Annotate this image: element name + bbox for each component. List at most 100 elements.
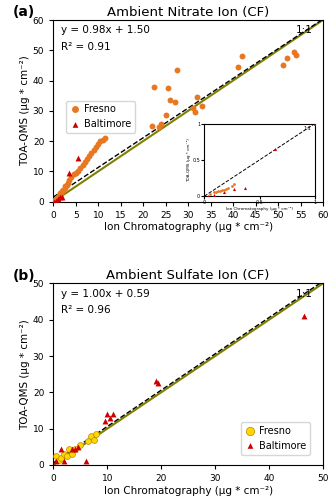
Text: (a): (a) bbox=[13, 6, 35, 20]
Point bbox=[53, 195, 59, 203]
Point bbox=[78, 441, 83, 449]
Point bbox=[98, 137, 103, 145]
Point bbox=[102, 134, 108, 142]
Text: y = 0.98x + 1.50: y = 0.98x + 1.50 bbox=[61, 26, 150, 36]
Point bbox=[53, 458, 59, 466]
Point bbox=[64, 452, 70, 460]
Point bbox=[78, 164, 83, 172]
Point bbox=[152, 82, 157, 90]
Point bbox=[156, 380, 161, 388]
Point bbox=[55, 195, 61, 203]
Point bbox=[93, 143, 99, 151]
Point bbox=[91, 146, 97, 154]
Point bbox=[159, 120, 164, 128]
Point bbox=[56, 456, 61, 464]
Point bbox=[67, 444, 72, 452]
Point bbox=[53, 452, 59, 460]
Point bbox=[301, 312, 307, 320]
Title: Ambient Sulfate Ion (CF): Ambient Sulfate Ion (CF) bbox=[107, 269, 270, 282]
Point bbox=[167, 96, 173, 104]
Point bbox=[61, 458, 67, 466]
Point bbox=[110, 410, 115, 418]
Point bbox=[82, 158, 87, 166]
Point bbox=[60, 193, 65, 201]
Point bbox=[172, 98, 177, 106]
Point bbox=[87, 152, 92, 160]
Text: R² = 0.91: R² = 0.91 bbox=[61, 42, 111, 52]
Text: 1:1: 1:1 bbox=[295, 26, 312, 36]
Point bbox=[52, 198, 57, 205]
Point bbox=[65, 180, 70, 188]
Point bbox=[61, 186, 66, 194]
Point bbox=[293, 51, 299, 59]
Point bbox=[91, 436, 97, 444]
Point bbox=[59, 454, 64, 462]
Point bbox=[54, 194, 60, 202]
Point bbox=[58, 189, 63, 197]
Point bbox=[239, 52, 245, 60]
Point bbox=[72, 444, 78, 452]
Point bbox=[105, 410, 110, 418]
Point bbox=[80, 162, 85, 170]
Legend: Fresno, Baltimore: Fresno, Baltimore bbox=[66, 100, 135, 133]
Point bbox=[60, 187, 65, 195]
Text: (b): (b) bbox=[13, 269, 35, 283]
Point bbox=[57, 192, 62, 200]
Point bbox=[72, 444, 78, 452]
Text: R² = 0.96: R² = 0.96 bbox=[61, 305, 111, 315]
Point bbox=[57, 193, 63, 201]
Point bbox=[52, 196, 57, 204]
Point bbox=[199, 102, 204, 110]
Point bbox=[75, 443, 80, 451]
Point bbox=[156, 124, 162, 132]
Point bbox=[284, 54, 290, 62]
Point bbox=[75, 154, 81, 162]
Text: y = 1.00x + 0.59: y = 1.00x + 0.59 bbox=[61, 289, 150, 299]
Point bbox=[192, 108, 197, 116]
Point bbox=[66, 169, 72, 177]
Point bbox=[150, 122, 155, 130]
Point bbox=[88, 432, 94, 440]
Point bbox=[194, 93, 200, 101]
Point bbox=[56, 193, 61, 201]
Point bbox=[61, 450, 67, 458]
Point bbox=[102, 418, 107, 426]
Point bbox=[64, 181, 70, 189]
Point bbox=[174, 66, 179, 74]
Point bbox=[280, 62, 285, 70]
Point bbox=[89, 149, 94, 157]
Point bbox=[63, 182, 68, 190]
Point bbox=[70, 444, 75, 452]
Point bbox=[190, 104, 195, 112]
Point bbox=[73, 169, 79, 177]
Point bbox=[55, 194, 60, 202]
Point bbox=[62, 184, 67, 192]
Point bbox=[66, 176, 72, 184]
Point bbox=[59, 188, 64, 196]
Y-axis label: TOA-QMS (μg * cm⁻²): TOA-QMS (μg * cm⁻²) bbox=[20, 56, 30, 166]
X-axis label: Ion Chromatography (μg * cm⁻²): Ion Chromatography (μg * cm⁻²) bbox=[104, 222, 273, 232]
Point bbox=[53, 195, 58, 203]
Point bbox=[153, 378, 159, 386]
Point bbox=[59, 444, 64, 452]
Y-axis label: TOA-QMS (μg * cm⁻²): TOA-QMS (μg * cm⁻²) bbox=[20, 319, 30, 430]
Point bbox=[94, 430, 99, 438]
Point bbox=[86, 438, 91, 446]
Point bbox=[96, 140, 101, 148]
Point bbox=[291, 48, 296, 56]
X-axis label: Ion Chromatography (μg * cm⁻²): Ion Chromatography (μg * cm⁻²) bbox=[104, 486, 273, 496]
Point bbox=[163, 112, 168, 120]
Point bbox=[84, 156, 90, 164]
Point bbox=[235, 63, 240, 71]
Point bbox=[69, 174, 74, 182]
Point bbox=[56, 193, 61, 201]
Legend: Fresno, Baltimore: Fresno, Baltimore bbox=[241, 422, 310, 454]
Title: Ambient Nitrate Ion (CF): Ambient Nitrate Ion (CF) bbox=[107, 6, 269, 19]
Point bbox=[165, 84, 170, 92]
Point bbox=[71, 170, 76, 178]
Text: 1:1: 1:1 bbox=[295, 289, 312, 299]
Point bbox=[55, 194, 61, 202]
Point bbox=[53, 197, 58, 205]
Point bbox=[54, 194, 59, 202]
Point bbox=[83, 458, 88, 466]
